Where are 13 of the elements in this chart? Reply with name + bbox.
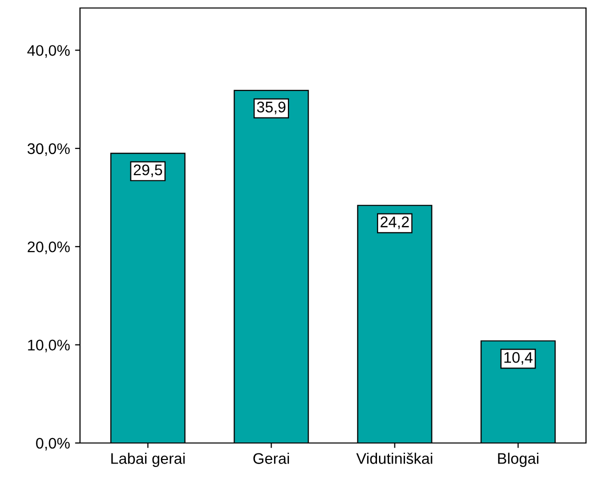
- y-tick-label: 30,0%: [28, 143, 70, 156]
- data-label: 29,5: [134, 164, 162, 178]
- y-tick-label: 20,0%: [28, 241, 70, 254]
- data-label: 10,4: [504, 352, 533, 365]
- data-label: 24,2: [380, 216, 409, 230]
- y-tick-label: 40,0%: [27, 45, 70, 58]
- y-tick-label: 0,0%: [36, 438, 70, 450]
- y-tick-label: 10,0%: [28, 340, 70, 352]
- x-tick-label: Labai gerai: [111, 452, 185, 467]
- x-tick-label: Gerai: [253, 452, 289, 464]
- x-tick-label: Blogai: [498, 452, 538, 467]
- x-tick-label: Vidutiniškai: [356, 452, 432, 464]
- data-label: 35,9: [257, 102, 286, 114]
